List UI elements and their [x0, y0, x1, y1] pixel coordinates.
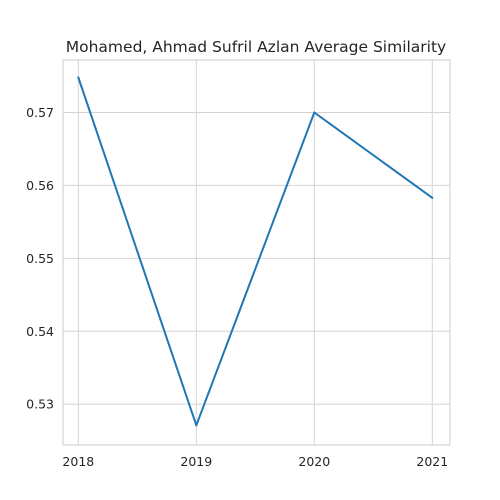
y-tick-label: 0.53: [26, 397, 54, 412]
data-point: [431, 196, 434, 199]
y-tick-label: 0.54: [26, 324, 54, 339]
data-point: [313, 111, 316, 114]
x-axis-ticks: 2018 2019 2020 2021: [62, 454, 448, 469]
y-axis-ticks: 0.53 0.54 0.55 0.56 0.57: [26, 105, 54, 412]
data-point: [195, 424, 198, 427]
grid: [63, 60, 450, 445]
data-point: [77, 76, 80, 79]
series-line: [77, 76, 434, 427]
y-tick-label: 0.56: [26, 178, 54, 193]
x-tick-label: 2019: [180, 454, 212, 469]
y-tick-label: 0.57: [26, 105, 54, 120]
x-tick-label: 2021: [416, 454, 448, 469]
plot-frame: [62, 59, 451, 446]
series-layer: [77, 76, 434, 427]
chart-title: Mohamed, Ahmad Sufril Azlan Average Simi…: [66, 38, 446, 56]
x-tick-label: 2018: [62, 454, 94, 469]
y-tick-label: 0.55: [26, 251, 54, 266]
x-tick-label: 2020: [298, 454, 330, 469]
